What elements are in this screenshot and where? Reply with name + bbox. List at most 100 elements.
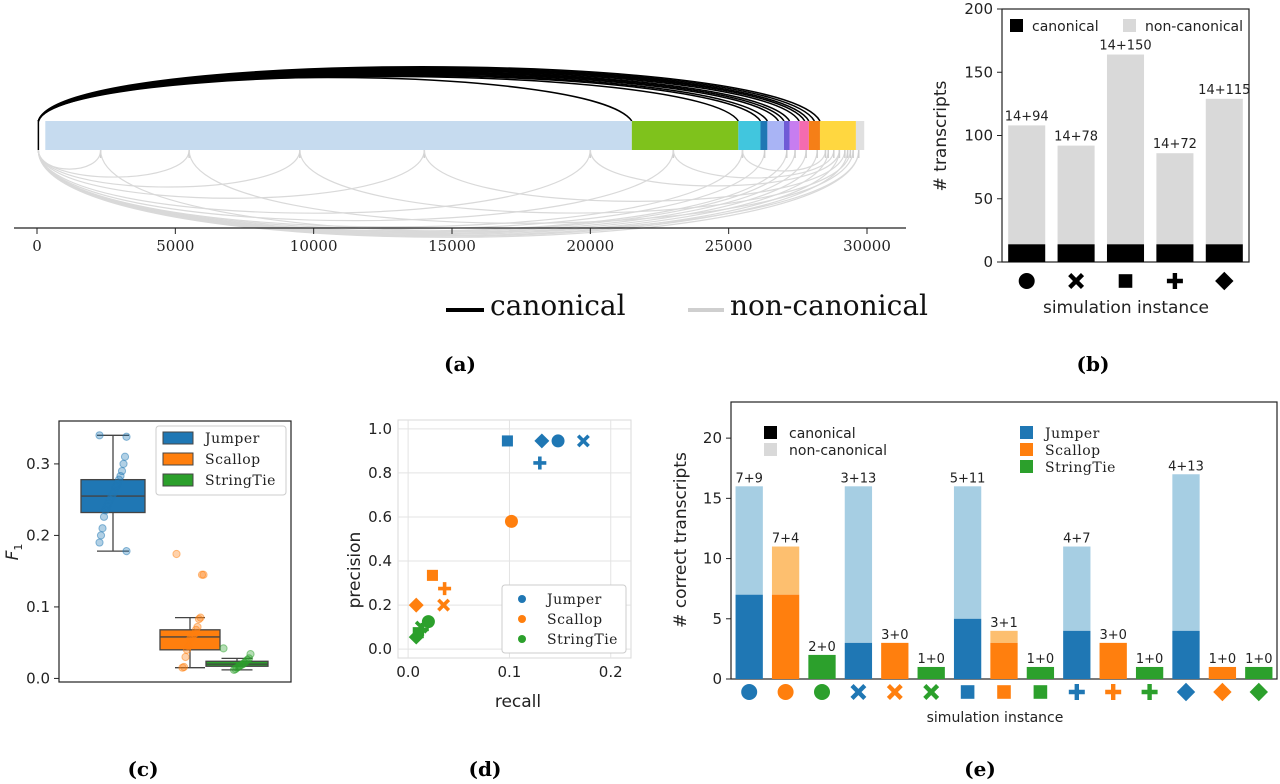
c-legend-swatch [162,452,194,466]
c-point [182,645,192,654]
panel-a-arc-diagram: 0 5000 10000 15000 20000 25000 30000 canonical… [14,66,928,376]
panel-e-bar-chart: 0 5 10 15 20 7+9 7+4 2+0 3+13 3+0 1+0 5+11 3+1 1+0 4+… [671,401,1278,781]
noncanonical-arc [37,149,591,214]
e-bars: 7+9 7+4 2+0 3+13 3+0 1+0 5+11 3+1 1+0 4+7 3+0 1+0 4+… [735,459,1273,679]
c-y-tick-label: 0.1 [26,598,50,616]
b-bar-label: 14+72 [1153,137,1197,152]
d-y-tick-label: 0.8 [368,464,392,482]
noncanonical-arc [37,149,849,237]
d-x-axis-label: recall [495,692,541,712]
c-point [181,652,190,662]
e-bar-canonical [1245,666,1273,679]
c-legend-items: Jumper Scallop StringTie [162,431,276,489]
d-y-tick-label: 0.0 [368,640,392,658]
c-point [219,644,228,653]
a-x-tick-label: 5000 [156,237,194,255]
a-x-ticks: 0 5000 10000 15000 20000 25000 30000 [32,228,891,255]
b-legend-canonical-label: canonical [1032,19,1099,35]
c-y-tick-label: 0.2 [26,526,50,544]
b-marker-circle [1018,273,1035,289]
e-bar-canonical [917,666,945,679]
c-point [197,570,207,579]
e-legend-swatch [1020,426,1033,439]
e-bar-canonical [990,642,1018,679]
b-bar-noncanonical [1057,145,1095,245]
a-x-tick-label: 0 [32,237,42,255]
e-bar-label: 1+0 [1245,652,1272,667]
genome-segment [760,121,768,150]
e-bar-label: 2+0 [808,640,835,655]
panel-b-label: (b) [1077,352,1110,376]
c-point [229,665,239,674]
c-point [122,547,131,556]
e-marker-stringtie-plus [1141,684,1158,700]
e-y-axis-label: # correct transcripts [671,452,691,628]
c-point [114,475,124,484]
e-bar-noncanonical [844,486,873,643]
e-marker-jumper-diamond [1176,682,1196,702]
e-legend-label: Jumper [1043,426,1100,442]
noncanonical-arc [299,149,851,214]
panel-d-label: (d) [469,757,502,781]
genome-segment [784,121,790,150]
e-legend-swatch [764,443,777,456]
c-point [98,524,107,533]
b-bar-noncanonical [1156,153,1194,245]
noncanonical-arc [37,149,860,238]
e-marker-jumper-square [960,685,975,699]
panel-a-label: (a) [444,352,476,376]
panel-b-bar-chart: 0 50 100 150 200 14+94 14+78 14+150 14+72 14+115… [931,0,1250,376]
genome-segment [799,121,809,150]
c-y-tick-label: 0.3 [26,455,50,473]
b-bar-canonical [1156,244,1194,262]
b-legend-noncanonical-label: non-canonical [1145,19,1243,35]
e-bar-noncanonical [990,630,1018,643]
e-bar-label: 5+11 [950,471,986,486]
c-y-axis-label: F1 [3,544,25,561]
a-x-tick-label: 20000 [566,237,614,255]
e-bar-label: 3+13 [841,471,877,486]
d-legend-marker [518,595,526,603]
c-point [111,482,121,491]
e-bar-noncanonical [953,486,982,619]
b-y-tick-label: 100 [964,127,993,145]
genome-segments [45,121,865,150]
b-y-tick-label: 150 [964,63,993,81]
d-legend-label: Jumper [545,592,602,608]
c-legend-swatch [162,473,194,487]
b-x-axis-label: simulation instance [1043,298,1209,318]
d-legend-marker [518,635,526,643]
panel-c-box-plot: 0.0 0.1 0.2 0.3 F1 Jumper Scallop StringTie (… [3,420,292,781]
a-x-tick-label: 15000 [428,237,476,255]
b-y-tick-label: 0 [983,253,993,271]
e-bar-label: 7+4 [772,532,799,547]
noncanonical-arc [423,149,846,202]
d-legend-marker [518,615,526,623]
c-point [95,431,104,440]
c-points [95,431,255,674]
d-point-scallop-diamond [408,597,424,613]
d-point-scallop-x [437,598,451,612]
c-legend-label: StringTie [205,473,276,489]
b-marker-plus [1166,273,1183,289]
noncanonical-arc [37,149,425,199]
e-bar-canonical [1135,666,1164,679]
e-bar-label: 4+7 [1063,532,1090,547]
b-legend-canonical-swatch [1010,19,1023,32]
b-y-tick-label: 200 [964,0,993,18]
genome-segment [45,121,632,150]
e-x-markers [741,682,1268,702]
d-point-scallop-square [426,569,438,581]
c-point [120,452,130,461]
b-bar-noncanonical [1106,54,1145,245]
b-bar-label: 14+115 [1198,83,1250,98]
c-point [178,663,187,672]
e-x-axis-label: simulation instance [927,710,1064,726]
e-bar-canonical [735,594,763,679]
b-y-axis-label: # transcripts [931,81,951,192]
b-marker-diamond [1215,271,1234,291]
e-bar-canonical [1063,630,1091,679]
c-point [194,614,204,624]
a-x-tick-label: 10000 [290,237,338,255]
e-bar-label: 3+0 [1099,628,1126,643]
